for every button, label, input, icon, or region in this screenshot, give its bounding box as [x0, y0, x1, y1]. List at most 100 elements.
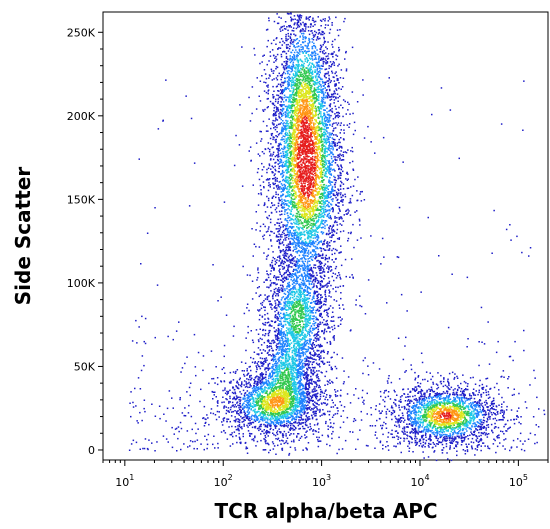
- scatter-point: [311, 166, 313, 169]
- scatter-point: [300, 273, 303, 276]
- scatter-point: [272, 182, 274, 184]
- scatter-point: [340, 88, 342, 90]
- scatter-point: [275, 60, 277, 62]
- scatter-point: [288, 238, 290, 240]
- scatter-point: [311, 179, 313, 181]
- scatter-point: [320, 176, 323, 178]
- scatter-point: [319, 202, 322, 204]
- scatter-point: [317, 72, 319, 75]
- scatter-point: [352, 112, 354, 115]
- scatter-point: [340, 172, 342, 175]
- scatter-point: [286, 150, 288, 153]
- scatter-point: [288, 130, 290, 132]
- scatter-point: [286, 176, 289, 178]
- scatter-point: [313, 181, 315, 184]
- scatter-point: [309, 199, 311, 202]
- scatter-point: [267, 230, 269, 232]
- scatter-point: [281, 76, 283, 78]
- scatter-point: [322, 257, 324, 259]
- scatter-point: [330, 195, 332, 198]
- scatter-point: [332, 46, 334, 48]
- scatter-point: [274, 178, 277, 181]
- scatter-points: [128, 12, 546, 462]
- scatter-point: [294, 109, 296, 111]
- scatter-point: [312, 83, 315, 85]
- scatter-point: [321, 96, 323, 99]
- scatter-point: [334, 179, 336, 181]
- scatter-point: [273, 109, 275, 112]
- scatter-point: [326, 241, 329, 243]
- scatter-point: [334, 159, 337, 162]
- scatter-point: [294, 91, 297, 94]
- scatter-point: [277, 110, 279, 112]
- scatter-point: [271, 231, 273, 233]
- scatter-point: [319, 77, 322, 80]
- scatter-point: [287, 120, 289, 122]
- scatter-point: [310, 133, 312, 135]
- scatter-point: [313, 220, 315, 223]
- scatter-point: [286, 125, 288, 127]
- scatter-point: [306, 101, 309, 103]
- scatter-point: [274, 126, 276, 128]
- scatter-point: [336, 149, 338, 151]
- scatter-point: [291, 76, 293, 78]
- scatter-point: [326, 113, 329, 116]
- scatter-point: [284, 80, 286, 82]
- scatter-point: [322, 98, 325, 101]
- scatter-point: [313, 52, 315, 54]
- scatter-point: [322, 65, 324, 67]
- scatter-point: [320, 206, 322, 209]
- scatter-point: [327, 93, 329, 95]
- scatter-point: [314, 151, 317, 153]
- scatter-point: [290, 20, 293, 22]
- scatter-point: [287, 171, 289, 174]
- scatter-point: [297, 74, 299, 77]
- scatter-point: [330, 95, 333, 97]
- scatter-point: [337, 154, 339, 157]
- scatter-point: [326, 257, 328, 260]
- scatter-point: [270, 270, 272, 272]
- scatter-point: [300, 128, 303, 131]
- scatter-point: [335, 84, 337, 86]
- scatter-point: [318, 110, 320, 112]
- scatter-point: [301, 182, 303, 185]
- scatter-point: [316, 228, 318, 230]
- scatter-point: [339, 153, 341, 155]
- scatter-point: [295, 120, 297, 122]
- scatter-point: [310, 161, 312, 164]
- scatter-point: [318, 168, 321, 171]
- scatter-point: [309, 231, 311, 233]
- scatter-point: [302, 202, 304, 204]
- scatter-point: [335, 122, 337, 124]
- scatter-point: [354, 178, 356, 181]
- scatter-point: [331, 151, 333, 154]
- scatter-point: [322, 88, 325, 90]
- scatter-point: [327, 265, 329, 267]
- scatter-point: [294, 218, 297, 221]
- scatter-point: [279, 273, 281, 275]
- scatter-point: [332, 247, 335, 250]
- scatter-point: [317, 177, 320, 179]
- scatter-point: [285, 204, 288, 206]
- scatter-point: [341, 166, 343, 169]
- scatter-point: [320, 268, 322, 270]
- scatter-point: [312, 207, 315, 209]
- scatter-point: [280, 173, 282, 176]
- scatter-point: [305, 73, 307, 75]
- scatter-point: [275, 234, 278, 237]
- scatter-point: [302, 180, 304, 183]
- scatter-point: [274, 162, 276, 164]
- scatter-point: [324, 58, 326, 60]
- scatter-point: [313, 150, 315, 153]
- scatter-point: [316, 146, 318, 148]
- scatter-point: [304, 138, 306, 141]
- scatter-point: [324, 27, 326, 29]
- scatter-point: [296, 271, 299, 274]
- scatter-point: [299, 270, 301, 272]
- scatter-point: [302, 355, 304, 357]
- scatter-point: [284, 163, 286, 166]
- scatter-point: [286, 154, 289, 157]
- scatter-point: [297, 52, 300, 54]
- scatter-point: [293, 96, 295, 99]
- scatter-point: [298, 187, 301, 190]
